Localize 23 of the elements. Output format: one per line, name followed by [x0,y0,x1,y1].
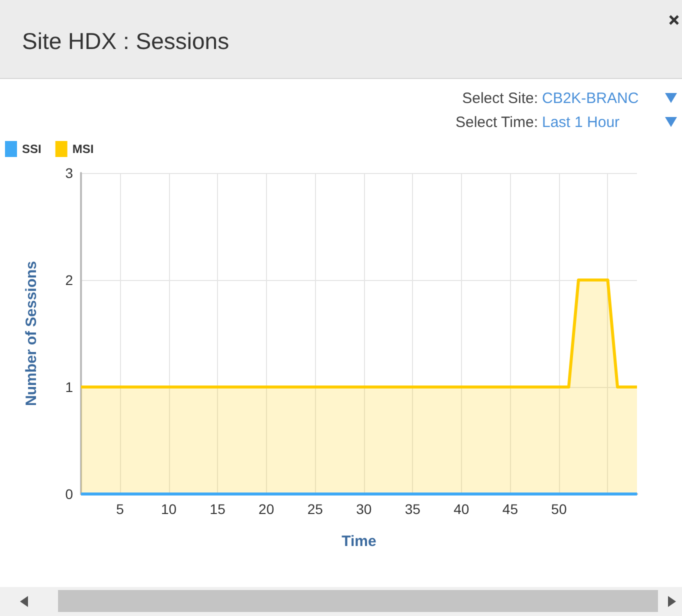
legend-label: SSI [22,142,42,156]
text: Select Site: [462,90,538,107]
x-tick-label: 35 [404,501,421,517]
y-tick-label: 1 [65,379,74,395]
x-tick-label: 5 [116,501,124,517]
y-tick-label: 2 [65,272,74,288]
x-axis-title: Time [342,533,376,550]
x-tick-label: 45 [502,501,518,517]
text: Select Time: [455,114,538,131]
text: CB2K-BRANC [542,90,639,107]
x-tick-label: 10 [161,501,177,517]
y-tick-label: 3 [65,165,74,181]
chart-title: Site HDX : Sessions [22,28,230,55]
text: Last 1 Hour [542,114,621,131]
legend-label: MSI [72,142,94,156]
x-tick-label: 15 [210,501,226,517]
x-tick-label: 25 [307,501,324,517]
y-tick-label: 0 [65,486,74,502]
x-tick-label: 20 [258,501,274,517]
y-axis-title: Number of Sessions [23,260,40,406]
x-tick-label: 50 [551,501,567,517]
x-tick-label: 40 [454,501,470,517]
x-tick-label: 30 [356,501,372,517]
